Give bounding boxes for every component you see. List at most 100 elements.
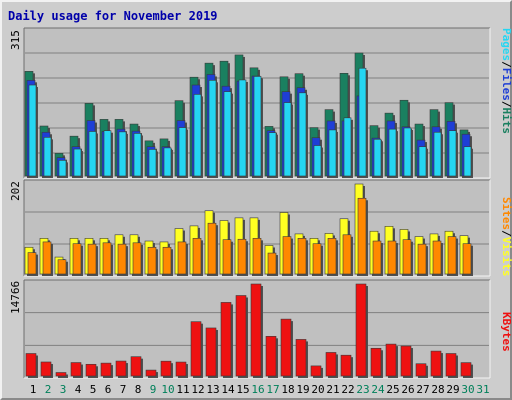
- kbytes-bar: [295, 339, 307, 377]
- pages-bar: [403, 127, 412, 177]
- pages-bar: [28, 84, 37, 177]
- legend-slash: /: [500, 101, 512, 108]
- kbytes-bar: [190, 321, 202, 377]
- sites-bar: [342, 234, 352, 275]
- legend-slash: /: [500, 230, 512, 237]
- sites-bar: [297, 238, 307, 275]
- visits-sites-legend: Sites/Visits: [500, 197, 512, 277]
- sites-bar: [282, 236, 292, 275]
- sites-bar: [327, 238, 337, 275]
- kbytes-bar: [55, 372, 67, 377]
- legend-sites: Sites: [500, 197, 512, 230]
- visits-sites-panel: [23, 179, 491, 277]
- visits-max-label: 202: [9, 181, 22, 201]
- sites-bar: [57, 259, 67, 275]
- day-label: 21: [326, 383, 339, 396]
- kbytes-bar: [145, 369, 157, 377]
- sites-bar: [432, 240, 442, 275]
- sites-bar: [27, 252, 37, 275]
- sites-bar: [372, 240, 382, 275]
- pages-bar: [448, 130, 457, 177]
- day-label: 23: [356, 383, 369, 396]
- sites-bar: [447, 236, 457, 275]
- sites-bar: [417, 243, 427, 275]
- pages-bar: [73, 148, 82, 177]
- day-label: 14: [221, 383, 235, 396]
- pages-bar: [328, 129, 337, 177]
- kbytes-bar: [445, 353, 457, 377]
- pages-bar: [88, 131, 97, 177]
- legend-slash: /: [500, 61, 512, 68]
- legend-files: Files: [500, 68, 512, 101]
- kbytes-bar: [70, 362, 82, 377]
- kbytes-bar: [130, 356, 142, 377]
- day-label: 5: [90, 383, 97, 396]
- kbytes-bar: [250, 283, 262, 377]
- day-label: 27: [416, 383, 429, 396]
- pages-bar: [178, 127, 187, 177]
- kbytes-bar: [460, 362, 472, 377]
- kbytes-bar: [430, 350, 442, 377]
- sites-bar: [207, 222, 217, 275]
- day-label: 10: [161, 383, 174, 396]
- sites-bar: [72, 243, 82, 275]
- sites-bar: [42, 241, 52, 275]
- sites-bar: [87, 243, 97, 275]
- kbytes-bar: [265, 336, 277, 377]
- pages-bar: [133, 133, 142, 177]
- sites-bar: [267, 252, 277, 275]
- pages-bar: [148, 149, 157, 177]
- pages-bar: [43, 137, 52, 177]
- kbytes-bar: [235, 295, 247, 377]
- pages-bar: [163, 147, 172, 177]
- pages-bar: [268, 132, 277, 177]
- day-label: 20: [311, 383, 324, 396]
- day-label: 16: [251, 383, 264, 396]
- sites-bar: [222, 239, 232, 275]
- kbytes-bar: [400, 345, 412, 377]
- day-label: 17: [266, 383, 279, 396]
- pages-bar: [463, 146, 472, 177]
- pages-bar: [238, 79, 247, 177]
- day-label: 30: [461, 383, 474, 396]
- day-label: 1: [30, 383, 37, 396]
- sites-bar: [102, 242, 112, 275]
- day-label: 6: [105, 383, 112, 396]
- sites-bar: [132, 242, 142, 275]
- kbytes-max-label: 14766: [9, 281, 22, 314]
- pages-bar: [373, 138, 382, 177]
- day-label: 12: [191, 383, 204, 396]
- pages-bar: [253, 76, 262, 177]
- day-label: 15: [236, 383, 249, 396]
- kbytes-bar: [160, 360, 172, 377]
- kbytes-bar: [415, 363, 427, 377]
- kbytes-bar: [220, 302, 232, 377]
- kbytes-bar: [340, 354, 352, 377]
- sites-bar: [252, 238, 262, 275]
- pages-bar: [343, 117, 352, 177]
- kbytes-bar: [175, 361, 187, 377]
- kbytes-panel: [23, 279, 491, 379]
- sites-bar: [402, 239, 412, 275]
- pages-max-label: 315: [9, 30, 22, 50]
- kbytes-bar: [205, 327, 217, 377]
- sites-bar: [177, 241, 187, 275]
- sites-bar: [237, 238, 247, 275]
- day-label: 18: [281, 383, 294, 396]
- day-label: 9: [150, 383, 157, 396]
- pages-bar: [313, 145, 322, 177]
- pages-bar: [298, 92, 307, 177]
- pages-bar: [208, 80, 217, 177]
- legend-hits: Hits: [500, 108, 512, 135]
- day-label: 11: [176, 383, 189, 396]
- chart-title: Daily usage for November 2019: [8, 9, 218, 23]
- sites-bar: [462, 243, 472, 275]
- kbytes-bar: [325, 352, 337, 377]
- sites-bar: [357, 197, 367, 275]
- day-label: 8: [135, 383, 142, 396]
- day-axis: 1 2 3 4 5 6 7 8 9 10 11 12 13 14 15 16 17 18 19 20 21 22 23 24 2…: [30, 383, 490, 396]
- pages-files-hits-panel: [23, 27, 491, 179]
- pages-bar: [103, 130, 112, 177]
- pages-bar: [58, 160, 67, 177]
- day-label: 7: [120, 383, 127, 396]
